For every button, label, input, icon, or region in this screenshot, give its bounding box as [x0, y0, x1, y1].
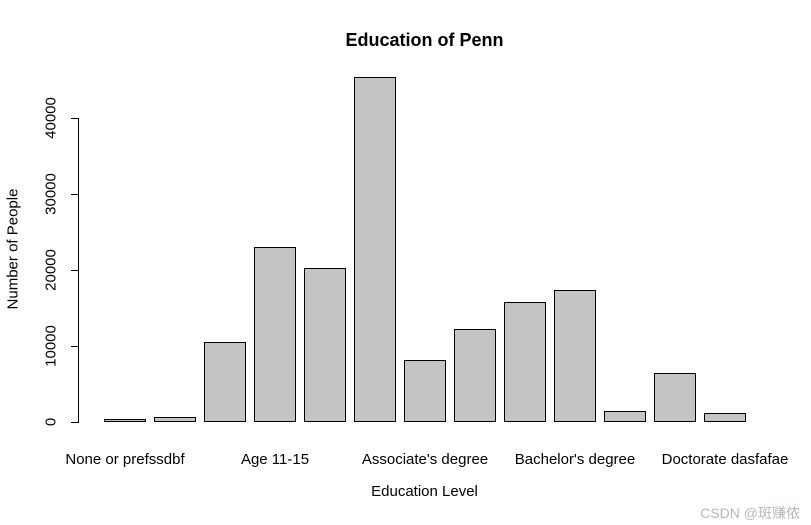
x-tick-label: None or prefssdbf — [65, 451, 185, 468]
bar — [154, 417, 196, 422]
y-tick-label: 30000 — [42, 173, 60, 215]
y-axis-label: Number of People — [4, 188, 22, 310]
y-tick-mark — [71, 270, 78, 271]
bar — [704, 413, 746, 422]
x-tick-label: Age 11-15 — [240, 451, 310, 468]
watermark-text: CSDN @斑赚侬 — [700, 505, 800, 521]
bar — [604, 411, 646, 422]
bar — [554, 290, 596, 422]
bar — [454, 329, 496, 422]
x-tick-label: Associate's degree — [361, 451, 489, 468]
bar — [104, 419, 146, 422]
y-tick-label: 10000 — [42, 325, 60, 367]
y-axis-line — [78, 118, 79, 423]
bar — [354, 77, 396, 422]
bar — [304, 268, 346, 422]
y-tick-label: 0 — [42, 417, 60, 427]
y-tick-label: 20000 — [42, 249, 60, 291]
y-tick-mark — [71, 194, 78, 195]
x-axis-label: Education Level — [371, 483, 478, 500]
bar — [204, 342, 246, 422]
y-tick-mark — [71, 422, 78, 423]
bar — [654, 373, 696, 422]
y-tick-label: 40000 — [42, 97, 60, 139]
bar — [404, 360, 446, 422]
chart-title: Education of Penn — [345, 30, 504, 50]
bar — [254, 247, 296, 422]
x-tick-label: Doctorate dasfafae — [661, 451, 789, 468]
y-tick-mark — [71, 118, 78, 119]
y-tick-mark — [71, 346, 78, 347]
bar — [504, 302, 546, 422]
x-tick-label: Bachelor's degree — [514, 451, 636, 468]
